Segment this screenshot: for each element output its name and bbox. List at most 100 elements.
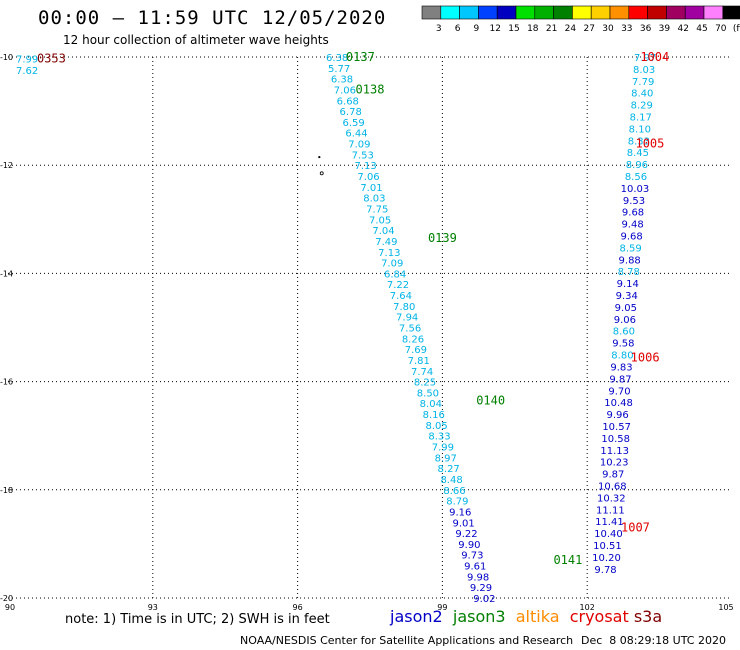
- wave-height-label: 9.68: [620, 232, 642, 243]
- wave-height-label: 8.48: [440, 475, 462, 486]
- wave-height-label: 7.04: [372, 226, 394, 237]
- wave-height-label: 11.41: [595, 517, 624, 528]
- wave-height-label: 8.33: [628, 136, 650, 147]
- colorbar-label: 18: [527, 24, 539, 34]
- colorbar-label: 42: [677, 24, 688, 34]
- wave-height-label: 8.33: [428, 432, 450, 443]
- wave-height-label: 9.14: [617, 279, 639, 290]
- wave-height-label: 6.68: [337, 96, 359, 107]
- wave-height-label: 7.99: [16, 55, 38, 66]
- pass-time-label: 0139: [428, 231, 457, 245]
- colorbar-label: 27: [583, 24, 594, 34]
- x-tick-label: 102: [580, 603, 595, 612]
- y-tick-label: -10: [0, 53, 13, 62]
- colorbar-label: 21: [546, 24, 557, 34]
- wave-height-label: 9.78: [594, 565, 616, 576]
- wave-height-label: 7.80: [393, 302, 415, 313]
- wave-height-label: 7.13: [355, 161, 377, 172]
- colorbar-swatch: [478, 5, 498, 20]
- colorbar-swatch: [553, 5, 573, 20]
- page-title: 00:00 – 11:59 UTC 12/05/2020: [38, 7, 387, 29]
- wave-height-label: 9.70: [608, 386, 630, 397]
- wave-height-label: 9.68: [622, 208, 644, 219]
- wave-height-label: 7.53: [352, 150, 374, 161]
- wave-height-label: 8.27: [438, 464, 460, 475]
- y-tick-label: -20: [0, 594, 13, 603]
- wave-height-label: 7.56: [399, 324, 421, 335]
- wave-height-label: 7.79: [632, 77, 654, 88]
- wave-height-label: 8.29: [631, 101, 653, 112]
- legend-cryosat: cryosat: [569, 607, 629, 626]
- wave-height-label: 8.10: [629, 124, 651, 135]
- x-tick-label: 99: [437, 603, 447, 612]
- pass-time-label: 1007: [621, 521, 650, 535]
- wave-height-label: 8.03: [363, 194, 385, 205]
- wave-height-label: 6.78: [340, 107, 362, 118]
- wave-height-label: 8.05: [425, 421, 447, 432]
- wave-height-label: 8.16: [423, 410, 445, 421]
- colorbar-label: 12: [489, 24, 500, 34]
- wave-height-label: 7.74: [411, 367, 433, 378]
- wave-height-label: 11.11: [596, 505, 625, 516]
- wave-height-label: 7.97: [634, 53, 656, 64]
- wave-height-label: 9.53: [623, 196, 645, 207]
- colorbar-swatch: [647, 5, 667, 20]
- colorbar-swatch: [722, 5, 740, 20]
- wave-height-label: 10.23: [600, 458, 629, 469]
- x-tick-label: 90: [5, 603, 15, 612]
- wave-height-label: 7.62: [16, 66, 38, 77]
- colorbar-label: 39: [659, 24, 671, 34]
- wave-height-label: 9.06: [614, 315, 636, 326]
- wave-height-label: 7.94: [396, 313, 418, 324]
- colorbar-label: 6: [455, 24, 461, 34]
- wave-height-label: 8.25: [414, 378, 436, 389]
- colorbar-swatch: [421, 5, 442, 20]
- wave-height-label: 7.69: [405, 345, 427, 356]
- wave-height-label: 9.58: [612, 339, 634, 350]
- wave-height-label: 10.40: [594, 529, 623, 540]
- wave-height-label: 9.88: [619, 255, 641, 266]
- wave-height-label: 8.97: [435, 453, 457, 464]
- x-tick-label: 96: [293, 603, 303, 612]
- wave-height-label: 9.73: [461, 551, 483, 562]
- wave-height-label: 7.09: [348, 140, 370, 151]
- pass-time-label: 0137: [346, 50, 375, 64]
- wave-height-label: 8.04: [420, 399, 442, 410]
- wave-height-label: 10.51: [593, 541, 622, 552]
- wave-height-label: 10.57: [602, 422, 631, 433]
- wave-height-label: 10.20: [592, 553, 621, 564]
- colorbar-label: 9: [474, 24, 480, 34]
- wave-height-label: 10.58: [601, 434, 630, 445]
- page-subtitle: 12 hour collection of altimeter wave hei…: [63, 33, 329, 47]
- legend-jason3: jason3: [452, 607, 506, 626]
- wave-height-label: 7.01: [360, 183, 382, 194]
- satellite-legend: jason2 jason3 altika cryosat s3a: [390, 607, 662, 626]
- pass-time-label: 1005: [635, 137, 664, 151]
- wave-height-label: 7.75: [366, 204, 388, 215]
- wave-height-label: 8.56: [625, 172, 647, 183]
- colorbar-swatch: [666, 5, 686, 20]
- pass-time-label: 0140: [476, 394, 505, 408]
- wave-height-label: 9.61: [464, 562, 486, 573]
- wave-height-label: 5.77: [328, 64, 350, 75]
- wave-height-label: 8.80: [611, 351, 633, 362]
- island-mark: [319, 171, 324, 176]
- wave-height-label: 9.83: [610, 362, 632, 373]
- wave-height-label: 8.40: [631, 89, 653, 100]
- colorbar-label: (ft): [733, 24, 740, 34]
- y-tick-label: -12: [0, 161, 13, 170]
- wave-height-label: 10.68: [598, 481, 627, 492]
- y-tick-label: -14: [0, 269, 13, 278]
- pass-time-label: 0141: [553, 553, 582, 567]
- wave-height-label: 8.78: [618, 267, 640, 278]
- footer-credit: NOAA/NESDIS Center for Satellite Applica…: [240, 634, 574, 647]
- wave-height-label: 7.06: [357, 172, 379, 183]
- wave-height-label: 7.64: [390, 291, 412, 302]
- wave-height-label: 8.60: [613, 327, 635, 338]
- wave-height-label: 9.22: [455, 529, 477, 540]
- wave-height-label: 7.49: [375, 237, 397, 248]
- colorbar-label: 45: [696, 24, 707, 34]
- colorbar-label: 24: [565, 24, 577, 34]
- wave-height-label: 9.16: [449, 507, 471, 518]
